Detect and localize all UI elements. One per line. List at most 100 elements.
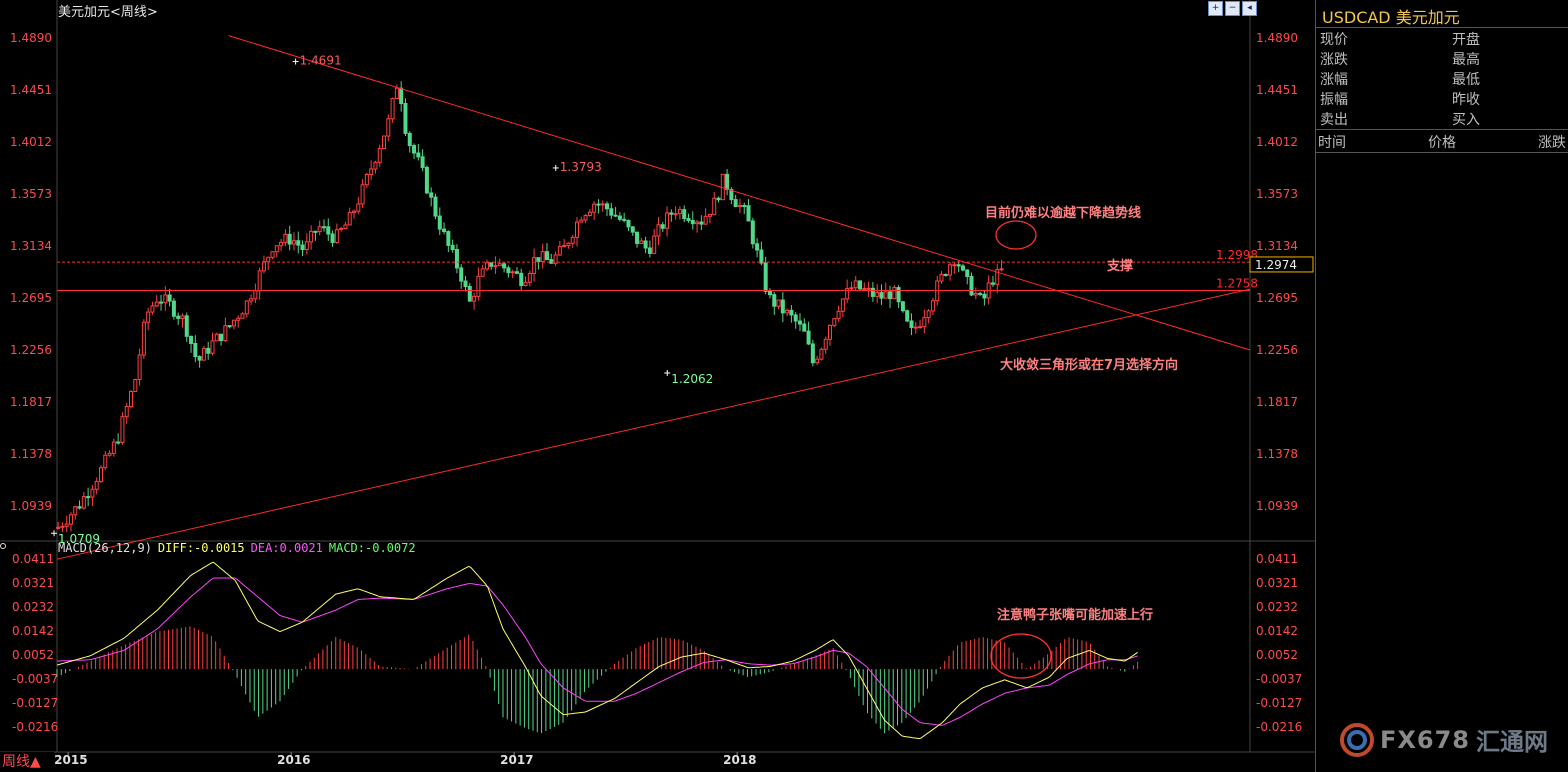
candle-body — [81, 496, 86, 509]
candle-body — [982, 293, 987, 299]
price-tick-left: 1.2695 — [10, 291, 52, 305]
macd-tick-left: 0.0232 — [12, 600, 54, 614]
candle-body — [999, 268, 1004, 271]
macd-tick-right: -0.0127 — [1256, 696, 1302, 710]
candle-body — [797, 320, 802, 325]
candle-body — [536, 257, 541, 263]
candle-body — [326, 226, 331, 235]
price-tick-left: 1.2256 — [10, 343, 52, 357]
candle-body — [767, 290, 772, 296]
candle-body — [922, 317, 927, 328]
chart-toolbar: + − ◂ — [1208, 1, 1257, 16]
candle-body — [905, 310, 910, 322]
candle-body — [270, 251, 275, 258]
zoom-out-icon[interactable]: − — [1225, 1, 1240, 16]
macd-macd-value: MACD:-0.0072 — [328, 541, 416, 555]
macd-tick-right: 0.0321 — [1256, 576, 1298, 590]
fx678-logo-cn: 汇通网 — [1476, 728, 1548, 756]
info-divider — [1316, 129, 1568, 130]
candle-body — [570, 236, 575, 244]
candle-body — [879, 292, 884, 299]
info-label-prev-close: 昨收 — [1452, 92, 1480, 108]
candle-body — [386, 118, 391, 137]
candle-body — [965, 269, 970, 277]
candle-body — [630, 226, 635, 233]
info-divider — [1316, 152, 1568, 153]
price-tick-right: 1.3134 — [1256, 239, 1298, 253]
candle-body — [506, 267, 511, 274]
candle-body — [343, 224, 348, 229]
price-tick-right: 1.1817 — [1256, 395, 1298, 409]
candle-body — [459, 267, 464, 282]
candle-body — [699, 221, 704, 225]
candle-body — [682, 209, 687, 220]
candle-body — [94, 480, 99, 490]
info-label-bid: 买入 — [1452, 112, 1480, 128]
candle-body — [227, 325, 232, 328]
candle-body — [652, 235, 657, 254]
candle-body — [703, 215, 708, 225]
candle-body — [133, 379, 138, 393]
candle-body — [201, 347, 206, 361]
x-tick-label: 2015 — [54, 753, 87, 767]
x-tick-label: 2017 — [500, 753, 533, 767]
price-tick-left: 1.0939 — [10, 499, 52, 513]
candle-body — [883, 291, 888, 299]
candle-body — [990, 282, 995, 285]
candle-body — [862, 288, 867, 291]
scroll-left-icon[interactable]: ◂ — [1242, 1, 1257, 16]
candle-body — [394, 87, 399, 99]
candle-body — [304, 241, 309, 250]
candle-body — [68, 514, 73, 525]
candle-body — [390, 97, 395, 120]
candle-body — [454, 249, 459, 269]
candle-body — [73, 506, 78, 516]
candle-body — [815, 358, 820, 364]
candle-body — [420, 156, 425, 168]
candle-body — [240, 313, 245, 319]
trend-line-downtrend — [228, 35, 1251, 351]
candle-body — [793, 314, 798, 322]
candle-body — [686, 218, 691, 222]
candle-body — [733, 199, 738, 208]
candle-body — [896, 287, 901, 303]
candle-body — [154, 301, 159, 307]
price-tick-right: 1.2695 — [1256, 291, 1298, 305]
candle-body — [107, 452, 112, 456]
price-tick-right: 1.1378 — [1256, 447, 1298, 461]
macd-tick-right: 0.0232 — [1256, 600, 1298, 614]
period-selector-button[interactable]: 周线▲ — [0, 752, 54, 772]
candle-body — [622, 218, 627, 221]
candle-body — [111, 441, 116, 454]
candle-body — [866, 287, 871, 290]
info-label-open: 开盘 — [1452, 32, 1480, 48]
candle-body — [433, 196, 438, 217]
candle-body — [660, 224, 665, 229]
candle-body — [403, 103, 408, 134]
candle-body — [356, 203, 361, 212]
candle-body — [544, 251, 549, 261]
candle-body — [853, 280, 858, 289]
candle-body — [900, 301, 905, 312]
candle-body — [695, 221, 700, 225]
candle-body — [858, 280, 863, 290]
macd-dea-value: DEA:0.0021 — [250, 541, 323, 555]
macd-tick-left: -0.0216 — [12, 720, 58, 734]
candle-body — [339, 227, 344, 231]
candle-body — [223, 325, 228, 342]
trade-header-time: 时间 — [1318, 135, 1346, 151]
macd-tick-left: 0.0052 — [12, 648, 54, 662]
candle-body — [716, 197, 721, 201]
candle-body — [973, 292, 978, 296]
zoom-in-icon[interactable]: + — [1208, 1, 1223, 16]
macd-tick-left: 0.0142 — [12, 624, 54, 638]
candle-body — [309, 230, 314, 243]
candle-body — [725, 173, 730, 191]
candle-body — [514, 271, 519, 274]
annotation-triangle: 大收敛三角形或在7月选择方向 — [1000, 357, 1178, 373]
candle-body — [875, 292, 880, 297]
info-divider — [1316, 27, 1568, 28]
candle-body — [840, 298, 845, 312]
candle-body — [291, 240, 296, 245]
candle-body — [159, 301, 164, 304]
